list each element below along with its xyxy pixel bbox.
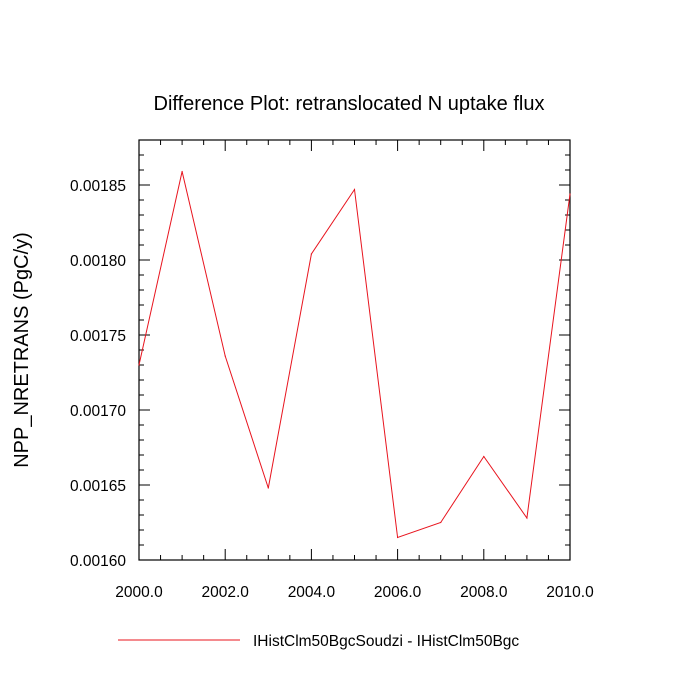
series-layer (138, 170, 571, 539)
data-point (267, 487, 269, 489)
y-tick-label: 0.00185 (70, 178, 126, 195)
data-point (138, 364, 140, 366)
data-point (526, 517, 528, 519)
y-tick-label: 0.00170 (70, 403, 126, 420)
data-point (483, 455, 485, 458)
y-axis-label: NPP_NRETRANS (PgC/y) (11, 232, 33, 468)
x-tick-label: 2002.0 (201, 584, 249, 601)
x-tick-label: 2006.0 (374, 584, 422, 601)
data-point (353, 188, 356, 191)
y-tick-label: 0.00180 (70, 253, 126, 270)
y-tick-label: 0.00160 (70, 553, 126, 570)
y-tick-label: 0.00165 (70, 478, 126, 495)
data-point (440, 521, 442, 524)
data-point (310, 253, 312, 255)
data-point (569, 193, 571, 195)
legend: IHistClm50BgcSoudzi - IHistClm50Bgc (118, 633, 519, 650)
y-axis-ticks: 0.00160 0.00165 0.00170 0.00175 0.00180 0.001… (70, 139, 570, 570)
series-line (138, 171, 571, 539)
data-point (181, 170, 183, 173)
plot-frame (138, 139, 571, 561)
x-tick-label: 2000.0 (115, 584, 163, 601)
y-tick-label: 0.00175 (70, 328, 126, 345)
x-tick-label: 2008.0 (460, 584, 508, 601)
legend-label: IHistClm50BgcSoudzi - IHistClm50Bgc (253, 633, 519, 650)
data-point (397, 536, 399, 539)
chart-title: Difference Plot: retranslocated N uptake… (154, 93, 545, 115)
x-axis-ticks: 2000.0 2002.0 2004.0 2006.0 2008.0 2010.0 (115, 140, 594, 601)
x-tick-label: 2004.0 (288, 584, 336, 601)
data-point (224, 355, 226, 357)
x-tick-label: 2010.0 (546, 584, 594, 601)
